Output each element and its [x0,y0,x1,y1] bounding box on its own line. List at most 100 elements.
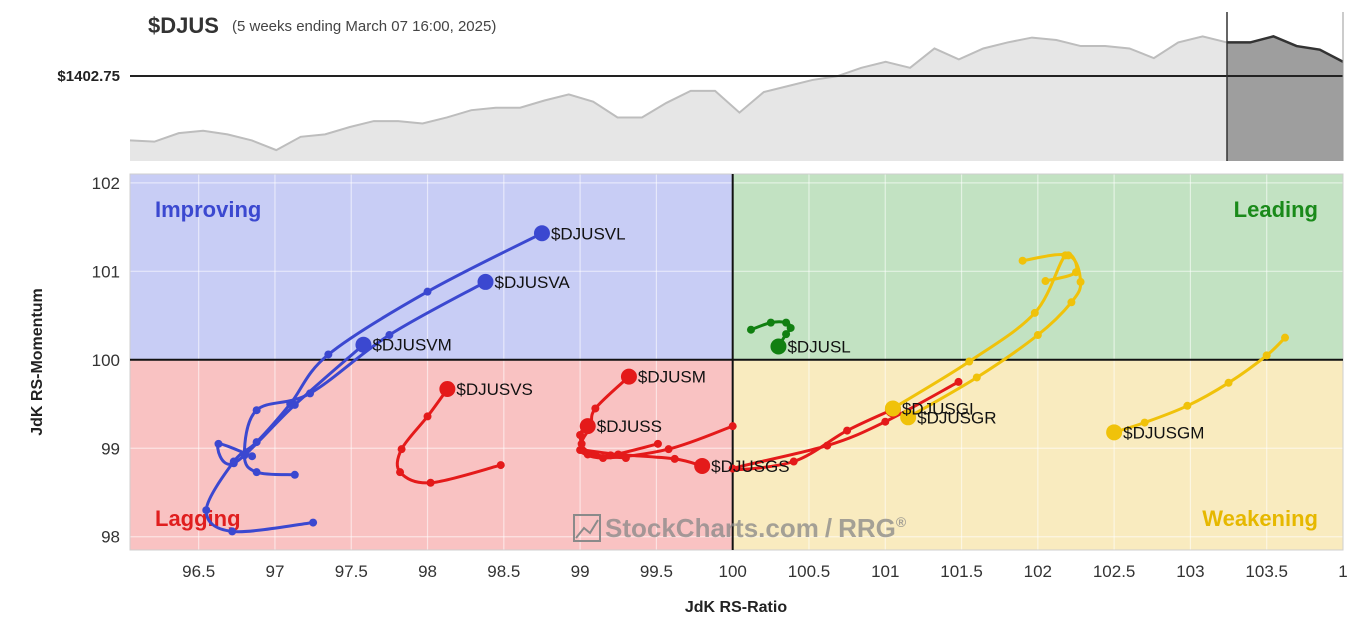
center-axes [130,174,1343,550]
series-djusvm[interactable] [214,336,372,468]
series-head-point [355,336,372,353]
quadrant-label-improving: Improving [155,197,261,222]
x-tick-label: 96.5 [182,562,215,581]
series-tail-point [782,330,791,339]
series-djusva[interactable] [240,273,494,479]
series-tail-point [881,417,890,426]
quadrants [130,174,1343,550]
x-tick-label: 99.5 [640,562,673,581]
y-tick-label: 100 [92,351,120,370]
series-tail-point [214,439,223,448]
watermark-mark: ® [896,514,907,530]
series-tail-point [972,373,981,382]
series-tail-point [202,506,211,515]
series-label-djusm: $DJUSM [638,368,706,387]
series-tail-point [385,331,394,340]
price-area-fill [130,36,1227,161]
y-tick-label: 101 [92,262,120,281]
series-tail-point [324,350,333,359]
series-tail-point [1030,308,1039,317]
watermark-product: RRG [838,513,896,543]
series-djusl[interactable] [746,318,795,355]
chart-title: $DJUS [148,13,219,38]
series-tail-point [576,430,585,439]
watermark: StockCharts.com / RRG® [573,513,907,543]
series-tail-point [1018,256,1027,265]
x-tick-label: 102.5 [1093,562,1136,581]
y-tick-label: 102 [92,174,120,193]
x-tick-label: 101 [871,562,899,581]
series-head-point [694,457,711,474]
series-label-djusvm: $DJUSVM [372,336,451,355]
quadrant-label-leading: Leading [1234,197,1318,222]
series-tail-point [746,325,755,334]
series-tail-point [1033,331,1042,340]
series-tail-point [664,445,673,454]
series-tail-point [728,422,737,431]
series-tail-point [229,459,238,468]
x-tick-label: 100.5 [788,562,831,581]
quadrant-label-weakening: Weakening [1202,506,1318,531]
series-head-point [439,380,456,397]
series-tail-point [614,450,623,459]
y-tick-label: 99 [101,439,120,458]
series-tail-point [591,404,600,413]
stockcharts-logo-icon [573,514,601,542]
series-tail-point [1224,378,1233,387]
x-tick-label: 99 [571,562,590,581]
series-label-djusgs: $DJUSGS [711,457,789,476]
series-head-point [770,338,787,355]
series-head-point [1106,424,1123,441]
series-tail-point [496,461,505,470]
series-head-point [579,418,596,435]
tick-labels: 96.5 97 97.5 98 98.5 99 99.5 100 100.5 101 101.5 10… [92,174,1348,581]
series-label-djusgm: $DJUSGM [1123,423,1204,442]
series-djusvs[interactable] [395,380,505,487]
chart-subtitle: (5 weeks ending March 07 16:00, 2025) [232,18,496,35]
series-head-point [533,225,550,242]
series-tail-point [426,478,435,487]
series-head-point [900,409,917,426]
x-tick-label: 100 [718,562,746,581]
series-tail-point [843,426,852,435]
series-djusgm[interactable] [1106,333,1290,441]
series-tail-point [789,457,798,466]
x-axis-title: JdK RS-Ratio [685,599,787,616]
reference-price-label: $1402.75 [57,68,120,85]
y-axis-title: JdK RS-Momentum [29,288,46,436]
series-tail-point [309,518,318,527]
x-tick-label: 1 [1338,562,1347,581]
rrg-chart: Improving Leading Lagging Weakening StockCh… [29,173,1348,616]
series-labels: $DJUSVL $DJUSVA $DJUSVM $DJUSL $DJUSVS $DJUSM… [372,224,1204,476]
x-tick-label: 97 [265,562,284,581]
quadrant-labels: Improving Leading Lagging Weakening [155,197,1318,531]
series-tail-point [1041,277,1050,286]
series-tail-point [1071,268,1080,277]
series-djusgs[interactable] [576,422,737,474]
series-label-djusl: $DJUSL [787,338,850,357]
svg-text:StockCharts.com/RRG®: StockCharts.com / RRG® [605,513,907,543]
x-tick-label: 98.5 [487,562,520,581]
series-tail-point [252,406,261,415]
series-tail-point [252,468,261,477]
series-tail-point [766,318,775,327]
series-tail-point [423,412,432,421]
series-label-djusgi: $DJUSGI [902,399,974,418]
series-djusgi[interactable] [884,251,1080,417]
quadrant-improving [130,174,733,360]
plot-border [129,173,1344,551]
price-panel: $DJUS (5 weeks ending March 07 16:00, 20… [57,12,1344,161]
series-tail-point [1140,418,1149,427]
series-tail-point [786,323,795,332]
series-tail-point [423,287,432,296]
series-group [202,225,1290,536]
watermark-brand: StockCharts.com [605,513,819,543]
quadrant-label-lagging: Lagging [155,506,241,531]
series-tail-point [823,441,832,450]
series-tail-point [728,464,737,473]
y-tick-label: 98 [101,528,120,547]
series-label-djusgr: $DJUSGR [917,408,996,427]
x-tick-label: 103 [1176,562,1204,581]
price-highlight-line [1227,35,1344,63]
series-tail-point [1076,277,1085,286]
